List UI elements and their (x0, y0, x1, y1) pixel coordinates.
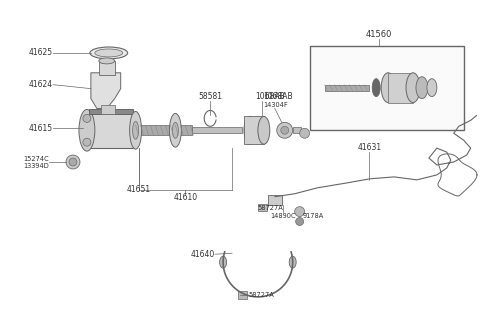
Ellipse shape (169, 113, 181, 147)
Circle shape (300, 128, 310, 138)
Circle shape (295, 207, 305, 216)
Text: 58581: 58581 (198, 92, 222, 101)
Ellipse shape (416, 77, 428, 98)
Bar (83, 113, 132, 148)
Bar (293, 127, 300, 133)
Text: 13394D: 13394D (24, 163, 49, 169)
Text: 41615: 41615 (29, 124, 53, 133)
Bar (244, 116, 264, 144)
Ellipse shape (258, 116, 270, 144)
Text: 1068AB: 1068AB (263, 92, 292, 101)
Bar (258, 204, 267, 211)
Text: 58727A: 58727A (258, 205, 284, 211)
Ellipse shape (372, 79, 380, 96)
Bar (99, 61, 115, 75)
Ellipse shape (406, 73, 420, 103)
Bar (310, 46, 464, 130)
Ellipse shape (132, 121, 139, 139)
Bar (89, 110, 132, 114)
Text: 15274C: 15274C (24, 156, 49, 162)
Text: 41624: 41624 (29, 80, 53, 89)
Ellipse shape (220, 256, 227, 268)
Circle shape (83, 138, 91, 146)
Ellipse shape (95, 49, 123, 57)
Ellipse shape (79, 110, 95, 151)
Bar (132, 125, 192, 135)
Text: 41651: 41651 (127, 185, 151, 194)
Text: 14890C: 14890C (270, 213, 296, 218)
Polygon shape (91, 73, 120, 109)
Circle shape (296, 217, 304, 225)
Text: 41640: 41640 (191, 250, 215, 259)
Bar (388, 73, 413, 103)
Text: 41625: 41625 (29, 49, 53, 57)
Ellipse shape (381, 73, 395, 103)
Circle shape (83, 114, 91, 122)
Text: 1068AB: 1068AB (255, 92, 285, 101)
Ellipse shape (427, 79, 437, 96)
Bar (324, 85, 369, 91)
Text: 41610: 41610 (173, 193, 197, 202)
Text: 9178A: 9178A (302, 213, 324, 218)
Bar (192, 127, 242, 133)
Bar (238, 291, 247, 299)
Ellipse shape (130, 112, 142, 149)
Circle shape (277, 122, 293, 138)
Text: 14304F: 14304F (263, 102, 288, 109)
Ellipse shape (289, 256, 296, 268)
Text: 41560: 41560 (366, 30, 392, 39)
Ellipse shape (172, 122, 179, 138)
Circle shape (69, 158, 77, 166)
Circle shape (281, 126, 288, 134)
Ellipse shape (99, 58, 115, 64)
Text: 41631: 41631 (357, 143, 381, 152)
Bar (101, 105, 115, 114)
Bar (268, 195, 282, 205)
Ellipse shape (90, 47, 128, 59)
Text: 58727A: 58727A (249, 292, 275, 298)
Circle shape (66, 155, 80, 169)
Ellipse shape (244, 116, 256, 144)
